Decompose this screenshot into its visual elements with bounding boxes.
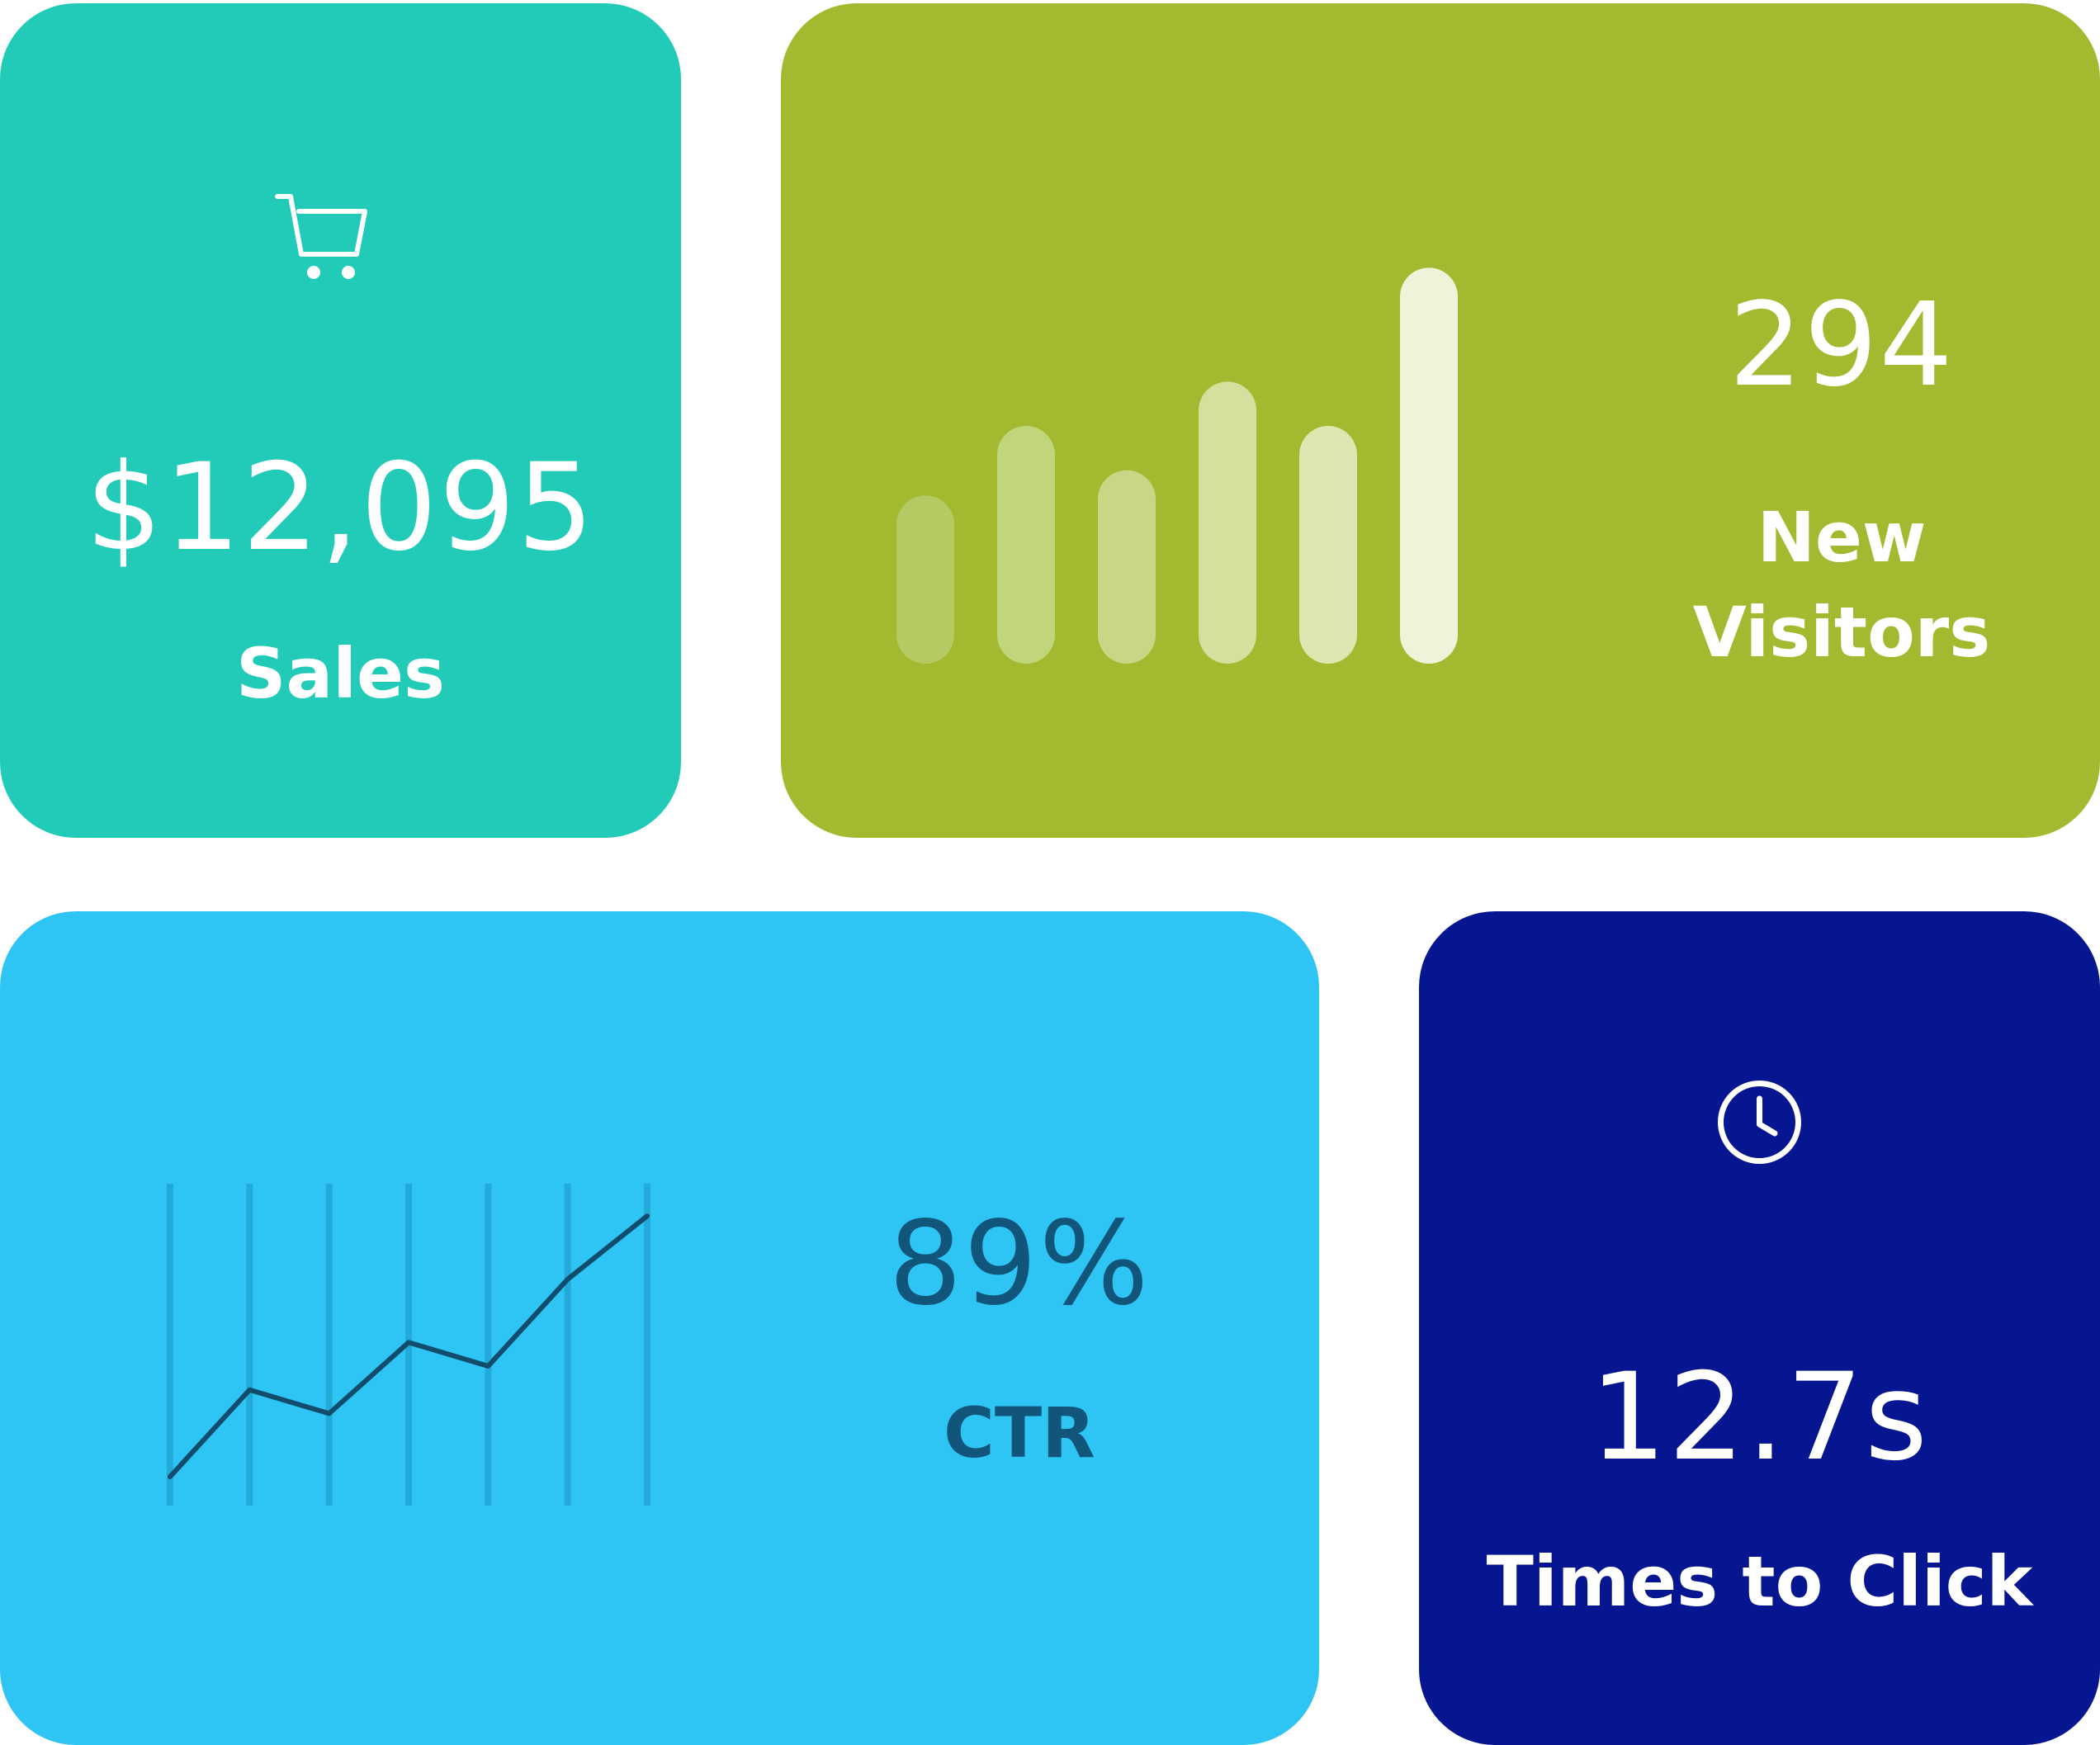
clock-icon: [1718, 1081, 1801, 1164]
ctr-card: 89% CTR: [0, 911, 1319, 1745]
ctr-series-line: [168, 1213, 650, 1479]
visitors-bar-1: [896, 495, 954, 664]
ctr-value: 89%: [888, 1197, 1151, 1331]
visitors-label-line-2: Visitors: [1692, 592, 1991, 673]
visitors-bar-4: [1199, 381, 1256, 664]
visitors-bar-6: [1400, 267, 1458, 664]
ctr-label: CTR: [944, 1393, 1095, 1473]
ctr-line-chart: [167, 1184, 650, 1506]
shopping-cart-icon: [275, 194, 367, 279]
visitors-label-line-1: New: [1757, 497, 1927, 578]
visitors-bar-chart: [896, 267, 1458, 664]
visitors-value: 294: [1729, 278, 1955, 413]
sales-card: $12,095 Sales: [0, 3, 681, 838]
visitors-bar-3: [1098, 470, 1156, 664]
time-value: 12.7s: [1589, 1347, 1930, 1487]
visitors-bar-5: [1299, 426, 1357, 664]
visitors-bar-2: [997, 426, 1055, 664]
sales-value: $12,095: [85, 437, 596, 578]
time-to-click-card: 12.7s Times to Click: [1419, 911, 2100, 1745]
time-label: Times to Click: [1486, 1541, 2033, 1622]
new-visitors-card: 294 New Visitors: [781, 3, 2100, 838]
sales-label: Sales: [236, 633, 445, 714]
